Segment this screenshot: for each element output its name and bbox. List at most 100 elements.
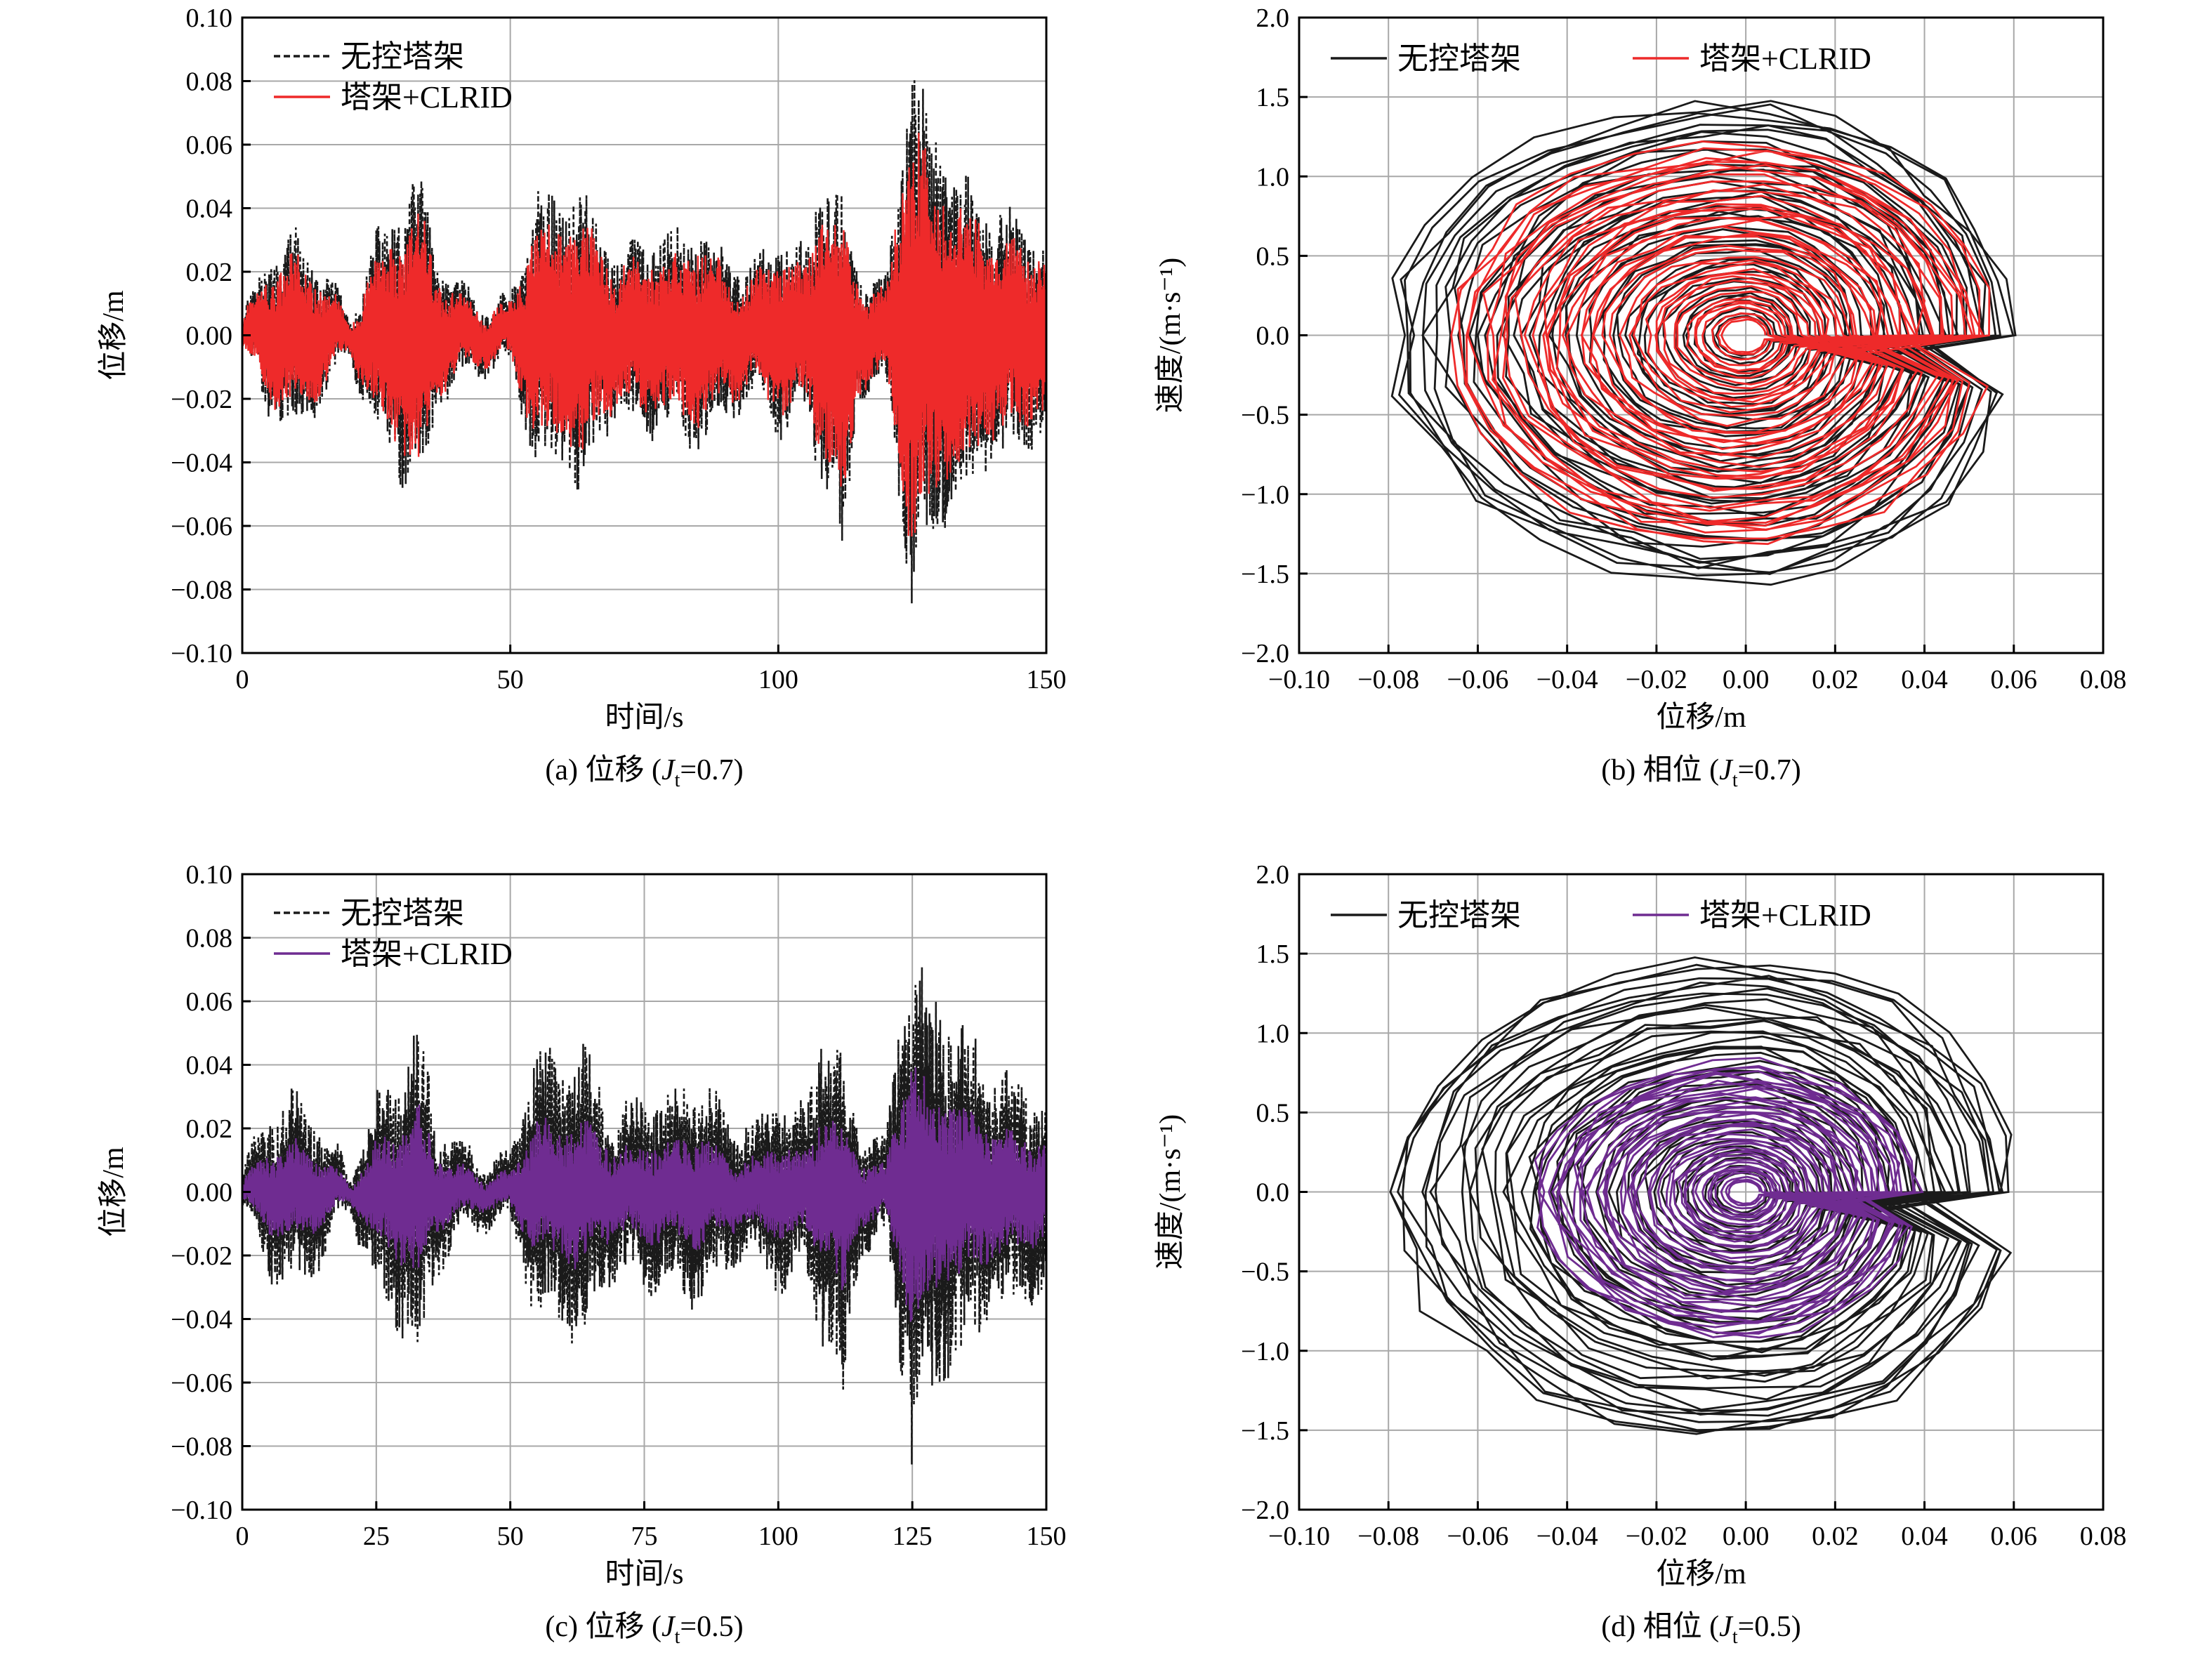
legend-b: 无控塔架 塔架+CLRID xyxy=(1331,41,1871,76)
y-tick-label: −1.0 xyxy=(1241,480,1289,510)
caption-subscript: t xyxy=(675,770,680,791)
x-tick-label: 0.08 xyxy=(2080,665,2127,694)
legend-label: 无控塔架 xyxy=(341,896,464,930)
y-tick-label: 0.10 xyxy=(186,4,233,33)
x-tick-label: −0.10 xyxy=(1268,665,1330,694)
plot-area-b xyxy=(1390,100,2017,586)
y-tick-label: 0.0 xyxy=(1256,322,1290,351)
y-tick-label: 0.04 xyxy=(186,194,233,224)
x-tick-label: −0.04 xyxy=(1536,665,1598,694)
y-tick-label: 0.10 xyxy=(186,860,233,890)
x-tick-label: 100 xyxy=(758,665,798,694)
y-tick-label: 0.02 xyxy=(186,1114,233,1144)
y-tick-label: −0.06 xyxy=(171,1369,232,1398)
y-axis-label: 速度/(m·s⁻¹) xyxy=(1154,1114,1187,1270)
chart-b: −0.10 −0.08 −0.06 −0.04 −0.02 0.00 0.02 0.04 0.0… xyxy=(1154,4,2126,791)
y-tick-label: −0.04 xyxy=(171,1305,232,1335)
caption-suffix: =0.7) xyxy=(680,754,743,786)
x-tick-label: −0.08 xyxy=(1357,665,1419,694)
legend-label: 塔架+CLRID xyxy=(1699,41,1871,76)
y-tick-label: −0.10 xyxy=(171,1496,232,1525)
y-tick-label: 0.06 xyxy=(186,131,233,160)
y-tick-label: −2.0 xyxy=(1241,1496,1289,1525)
series-line-uncontrolled xyxy=(242,80,1046,604)
plot-area-c xyxy=(242,967,1046,1465)
legend-label: 塔架+CLRID xyxy=(341,937,513,971)
chart-c: 0 25 50 75 100 125 150 0.10 0.08 0.06 0.04 0.02 0.00… xyxy=(97,860,1067,1648)
x-tick-label: 0.00 xyxy=(1723,1522,1770,1551)
figure-caption: (a) 位移 (Jt=0.7) xyxy=(545,753,743,791)
figure-caption: (d) 相位 (Jt=0.5) xyxy=(1601,1610,1801,1648)
legend-label: 无控塔架 xyxy=(341,39,464,74)
x-tick-label: 0.04 xyxy=(1901,1522,1948,1551)
x-axis-label: 时间/s xyxy=(605,701,683,734)
y-tick-label: 0.06 xyxy=(186,987,233,1017)
y-tick-label: −1.5 xyxy=(1241,560,1289,589)
x-tick-label: 75 xyxy=(631,1522,658,1551)
caption-symbol: J xyxy=(1719,1611,1734,1643)
x-tick-label: 50 xyxy=(497,665,524,694)
figure-caption: (b) 相位 (Jt=0.7) xyxy=(1601,753,1801,791)
chart-a: 0 50 100 150 0.10 0.08 0.06 0.04 0.02 0.00 −0.02 −0… xyxy=(97,4,1067,791)
x-tick-label: 0.02 xyxy=(1812,1522,1859,1551)
legend-label: 塔架+CLRID xyxy=(1699,898,1871,932)
x-tick-label: −0.04 xyxy=(1536,1522,1598,1551)
caption-symbol: J xyxy=(661,1611,676,1643)
caption-suffix: =0.5) xyxy=(1738,1611,1801,1643)
x-tick-label: 0.06 xyxy=(1991,665,2038,694)
y-tick-label: 0.5 xyxy=(1256,242,1290,271)
x-axis-label: 时间/s xyxy=(605,1558,683,1590)
y-tick-label: 1.5 xyxy=(1256,939,1290,969)
series-line-clrid xyxy=(1534,1057,1924,1339)
x-tick-label: 0.08 xyxy=(2080,1522,2127,1551)
y-tick-label: 2.0 xyxy=(1256,4,1290,33)
x-axis-label: 位移/m xyxy=(1656,701,1746,734)
x-tick-label: 150 xyxy=(1027,665,1067,694)
y-tick-label: 0.0 xyxy=(1256,1178,1290,1208)
caption-prefix: (c) 位移 ( xyxy=(545,1610,661,1643)
y-tick-label: −0.04 xyxy=(171,449,232,478)
x-tick-label: −0.02 xyxy=(1626,665,1687,694)
x-tick-label: 125 xyxy=(893,1522,933,1551)
x-tick-label: 0.04 xyxy=(1901,665,1948,694)
y-tick-label: −0.5 xyxy=(1241,401,1289,430)
y-tick-label: −0.08 xyxy=(171,576,232,605)
caption-suffix: =0.7) xyxy=(1738,754,1801,786)
legend-label: 无控塔架 xyxy=(1397,41,1521,76)
y-tick-label: −2.0 xyxy=(1241,639,1289,668)
series-line-clrid xyxy=(242,133,1046,537)
y-tick-label: 0.08 xyxy=(186,67,233,97)
x-tick-label: 150 xyxy=(1027,1522,1067,1551)
x-tick-label: 100 xyxy=(758,1522,798,1551)
y-tick-label: −0.08 xyxy=(171,1432,232,1462)
x-tick-label: −0.10 xyxy=(1268,1522,1330,1551)
x-axis-label: 位移/m xyxy=(1656,1557,1746,1590)
legend-label: 塔架+CLRID xyxy=(341,80,513,114)
y-tick-label: −0.10 xyxy=(171,639,232,668)
y-axis-label: 速度/(m·s⁻¹) xyxy=(1154,258,1187,413)
caption-subscript: t xyxy=(1732,1626,1738,1648)
series-line-uncontrolled xyxy=(1389,956,2013,1435)
y-tick-label: 1.5 xyxy=(1256,83,1290,112)
x-tick-label: −0.02 xyxy=(1626,1522,1687,1551)
caption-subscript: t xyxy=(675,1626,680,1648)
legend-d: 无控塔架 塔架+CLRID xyxy=(1331,898,1871,932)
x-tick-label: 0.02 xyxy=(1812,665,1859,694)
y-tick-label: 2.0 xyxy=(1256,860,1290,890)
y-tick-label: 1.0 xyxy=(1256,1019,1290,1048)
y-tick-label: 0.00 xyxy=(186,322,233,351)
caption-symbol: J xyxy=(661,754,676,786)
caption-prefix: (b) 相位 ( xyxy=(1601,753,1719,786)
chart-d: −0.10 −0.08 −0.06 −0.04 −0.02 0.00 0.02 0.04 0.0… xyxy=(1154,860,2126,1648)
x-tick-label: −0.06 xyxy=(1447,665,1508,694)
x-tick-label: 50 xyxy=(497,1522,524,1551)
y-tick-label: 0.00 xyxy=(186,1178,233,1208)
y-tick-label: −0.5 xyxy=(1241,1258,1289,1287)
y-tick-label: −0.06 xyxy=(171,512,232,541)
x-tick-label: 0 xyxy=(236,1522,249,1551)
figure-caption: (c) 位移 (Jt=0.5) xyxy=(545,1610,743,1648)
plot-area-a xyxy=(242,80,1046,604)
y-axis-label: 位移/m xyxy=(97,290,130,381)
